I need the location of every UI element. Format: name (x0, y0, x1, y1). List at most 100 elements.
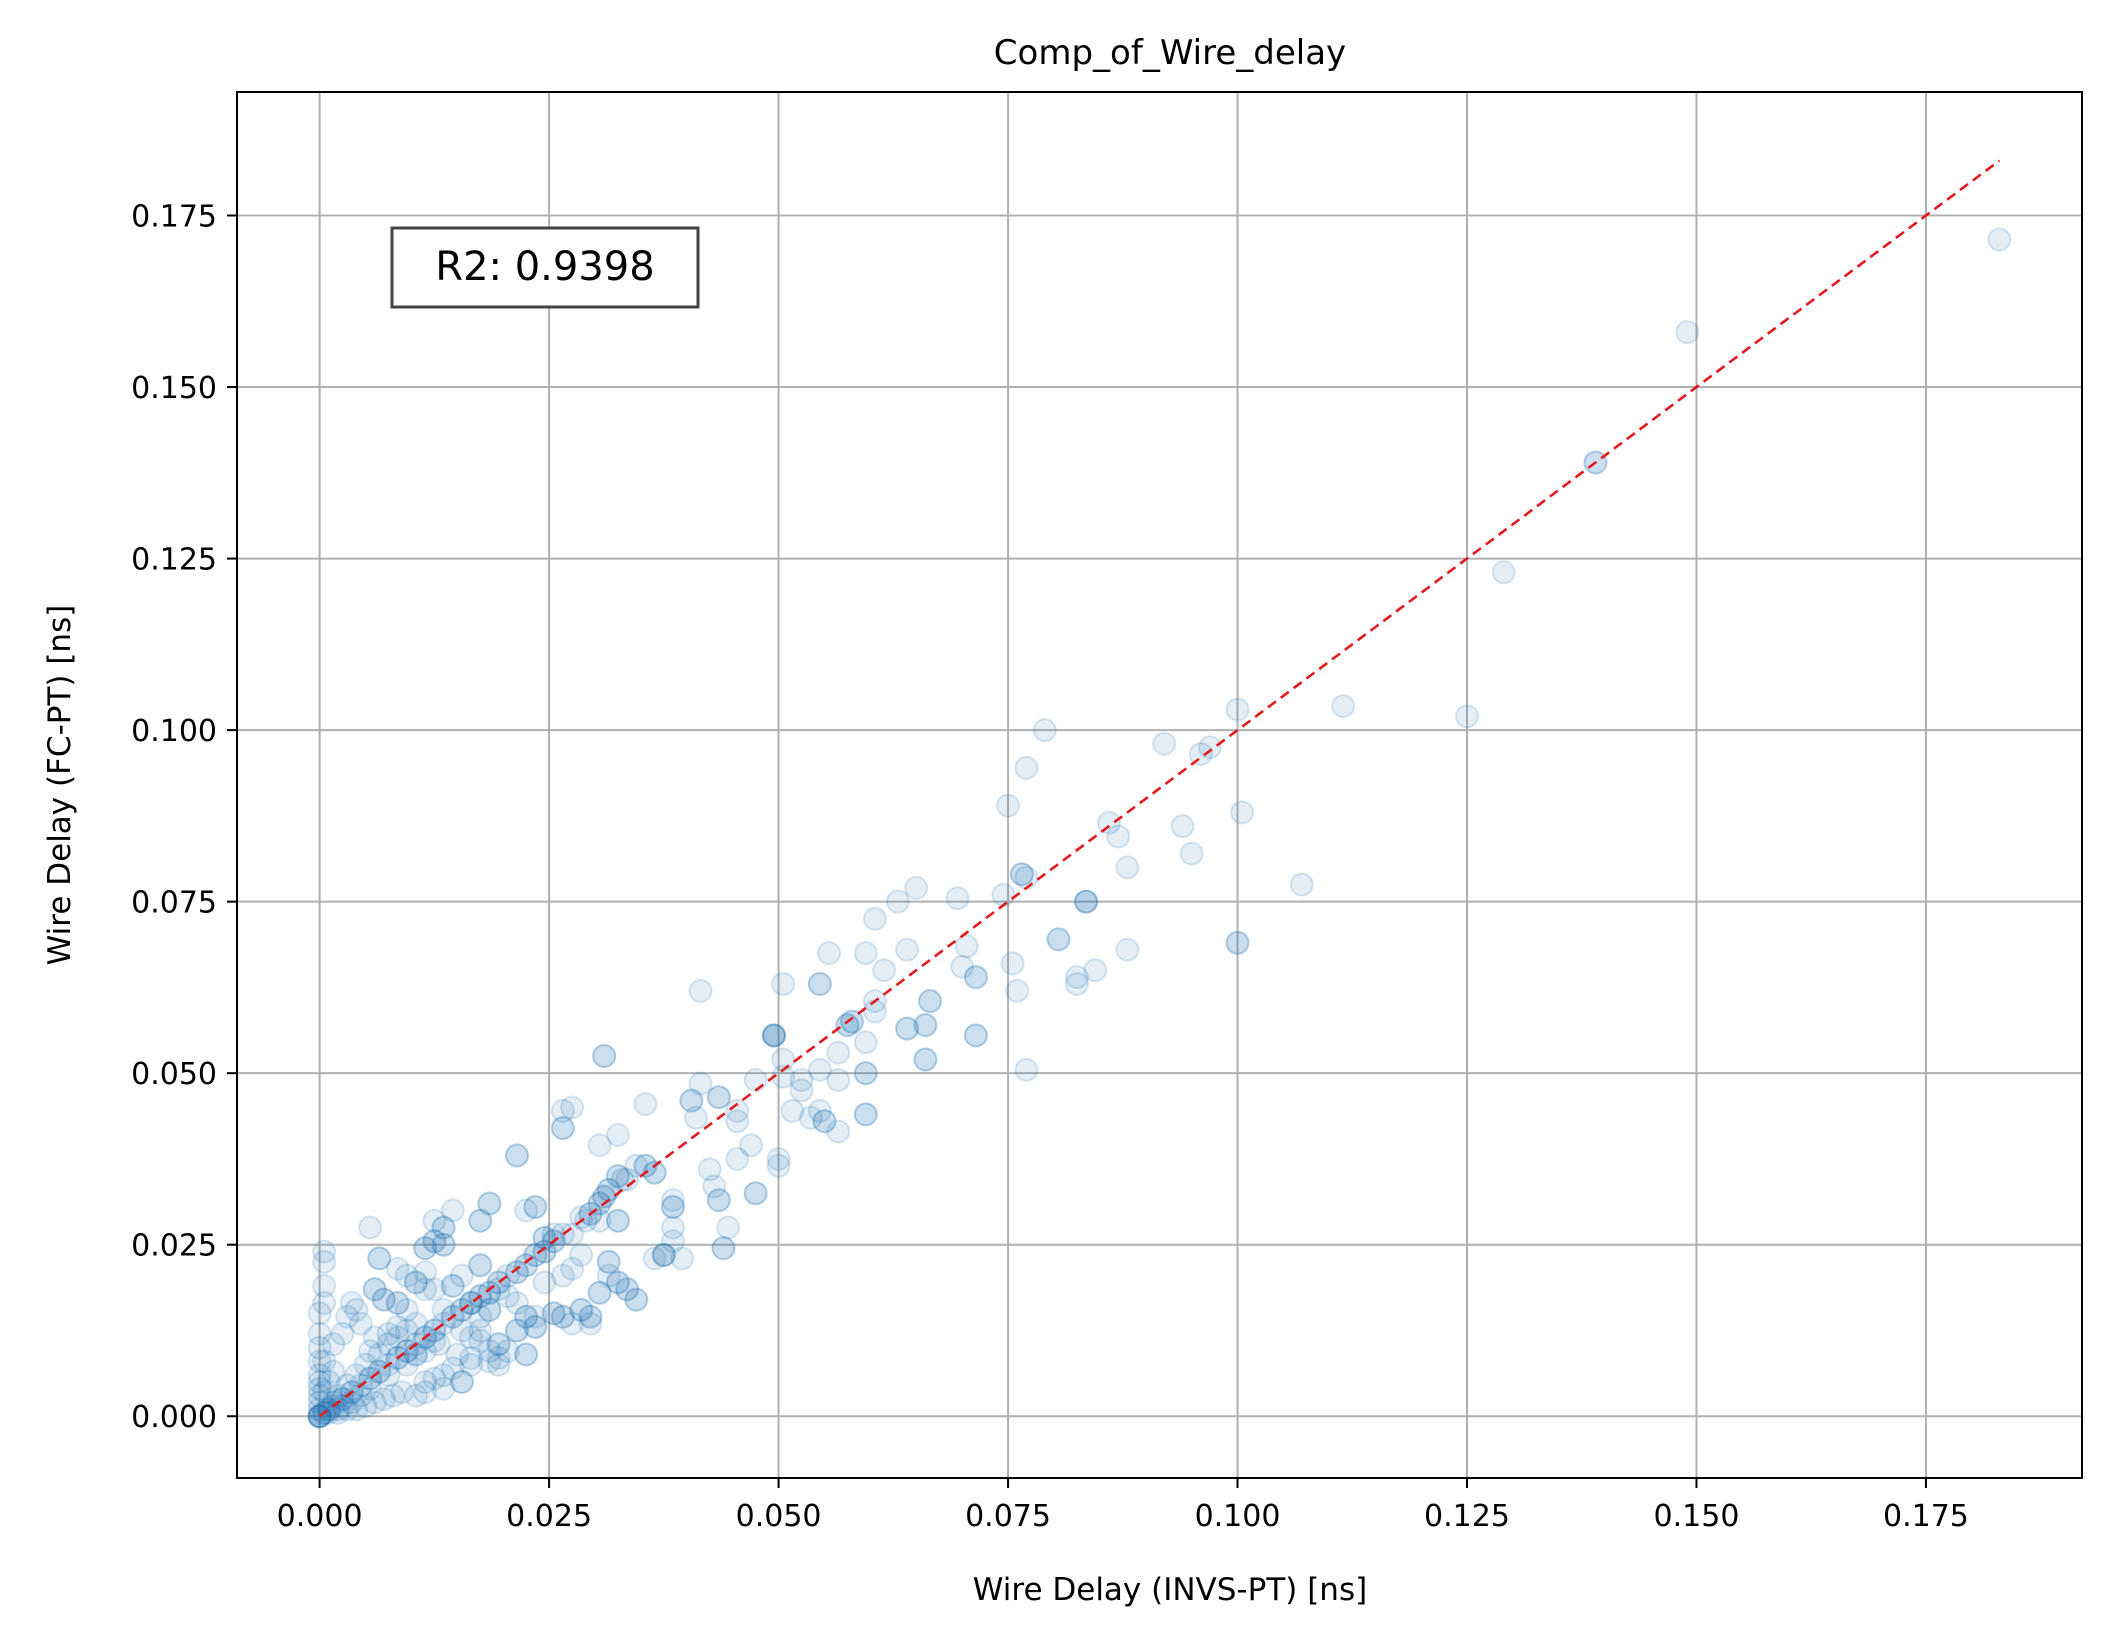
data-point (840, 1009, 864, 1034)
data-point (711, 1236, 736, 1261)
data-point (477, 1349, 502, 1374)
data-point (596, 1249, 621, 1274)
x-tick-label: 0.125 (1424, 1499, 1510, 1534)
data-point (743, 1068, 768, 1093)
data-point (477, 1280, 502, 1305)
data-point (913, 1013, 938, 1038)
plot-frame (236, 91, 2083, 1479)
data-point (615, 1277, 640, 1302)
data-point (504, 1318, 529, 1343)
y-tick-label: 0.050 (131, 1057, 217, 1092)
data-point (826, 1068, 851, 1093)
data-point (440, 1273, 465, 1298)
data-point (569, 1243, 594, 1268)
data-point (385, 1291, 410, 1316)
data-point (807, 1057, 832, 1082)
data-point (394, 1297, 419, 1322)
data-point (895, 1016, 920, 1041)
data-point (624, 1287, 649, 1312)
data-point (371, 1287, 396, 1312)
data-point (449, 1369, 474, 1394)
data-point (872, 958, 897, 983)
data-point (963, 1023, 988, 1048)
data-point (307, 1390, 332, 1415)
data-point (651, 1243, 676, 1268)
data-point (596, 1249, 621, 1274)
data-point (991, 882, 1016, 907)
data-point (605, 1208, 630, 1233)
y-tick-label: 0.100 (131, 714, 217, 749)
data-point (661, 1194, 686, 1219)
data-point (1000, 951, 1025, 976)
data-point (321, 1332, 346, 1357)
data-point (1115, 937, 1140, 962)
data-point (761, 1023, 786, 1048)
data-point (431, 1215, 456, 1240)
data-point (1005, 978, 1030, 1003)
x-tick-label: 0.100 (1195, 1499, 1281, 1534)
reference-line (318, 159, 2001, 1418)
data-point (413, 1260, 438, 1285)
data-point (385, 1291, 410, 1316)
data-point (661, 1194, 686, 1219)
data-point (440, 1356, 465, 1381)
y-tick-label: 0.000 (131, 1400, 217, 1435)
data-point (550, 1304, 575, 1329)
data-point (817, 941, 842, 966)
data-point (440, 1273, 465, 1298)
data-point (422, 1366, 447, 1391)
data-point (766, 1153, 791, 1178)
data-point (358, 1215, 383, 1240)
data-point (1083, 958, 1108, 983)
data-point (459, 1352, 484, 1377)
data-point (688, 1071, 713, 1096)
data-point (449, 1318, 474, 1343)
data-point (371, 1287, 396, 1312)
data-point (592, 1044, 617, 1069)
data-point (771, 971, 796, 996)
r2-annotation: R2: 0.9398 (390, 226, 700, 309)
data-point (716, 1215, 741, 1240)
data-point (504, 1260, 529, 1285)
data-point (376, 1332, 401, 1357)
data-point (514, 1342, 539, 1367)
data-point (440, 1198, 465, 1223)
data-point (403, 1270, 428, 1295)
data-point (532, 1239, 557, 1264)
data-point (348, 1311, 373, 1336)
data-point (307, 1363, 332, 1388)
data-points (307, 227, 2012, 1429)
data-point (422, 1328, 447, 1353)
data-point (605, 1270, 630, 1295)
data-point (468, 1208, 493, 1233)
data-point (904, 875, 929, 900)
data-point (587, 1191, 612, 1216)
data-point (840, 1009, 864, 1034)
data-point (743, 1181, 768, 1206)
data-point (307, 1376, 332, 1401)
data-point (661, 1188, 686, 1213)
data-point (390, 1380, 415, 1405)
data-point (853, 1061, 878, 1086)
data-point (1455, 704, 1479, 729)
data-point (477, 1339, 502, 1364)
data-point (1179, 841, 1204, 866)
data-point (413, 1236, 438, 1261)
data-point (394, 1263, 419, 1288)
data-point (413, 1369, 438, 1394)
data-point (403, 1311, 428, 1336)
data-point (761, 1023, 786, 1048)
data-point (330, 1393, 355, 1418)
data-point (532, 1270, 557, 1295)
x-tick-label: 0.150 (1654, 1499, 1740, 1534)
data-point (1014, 865, 1039, 890)
data-point (862, 999, 887, 1024)
data-point (835, 1013, 860, 1038)
data-point (362, 1277, 387, 1302)
data-point (605, 1208, 630, 1233)
data-point (624, 1287, 649, 1312)
data-point (1064, 965, 1089, 990)
data-point (523, 1194, 548, 1219)
data-point (312, 1380, 337, 1405)
